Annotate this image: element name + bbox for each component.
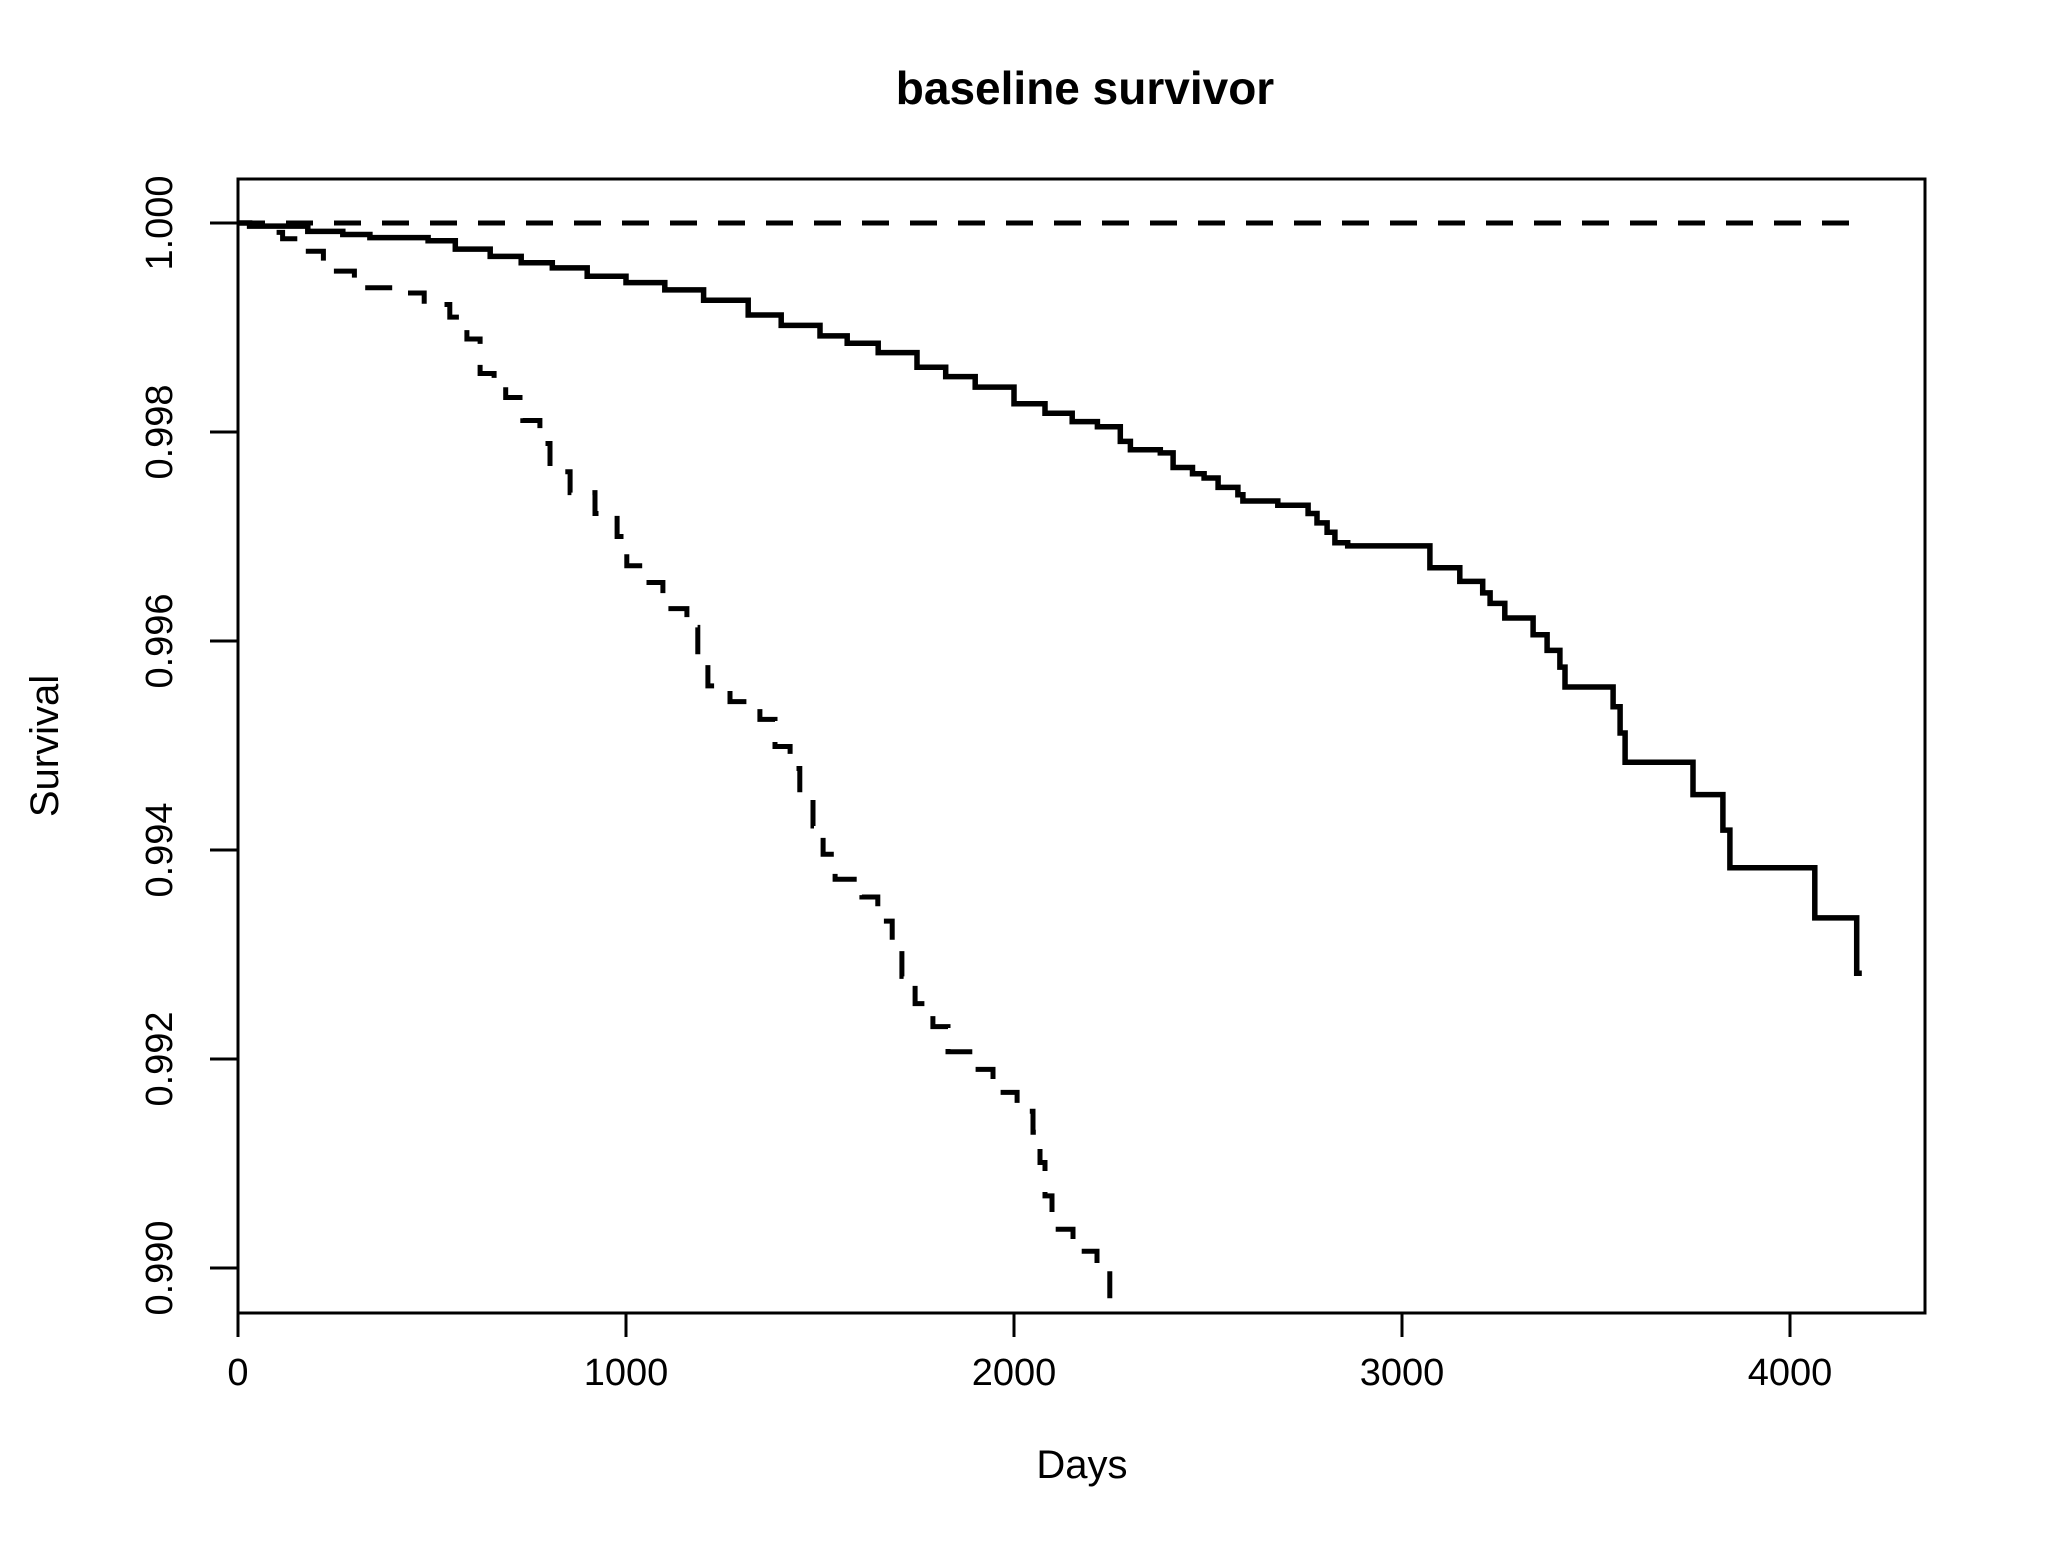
series-survivor-solid xyxy=(238,220,1862,977)
x-tick-label: 2000 xyxy=(972,1352,1057,1394)
x-tick-label: 0 xyxy=(227,1352,248,1394)
x-tick-label: 3000 xyxy=(1360,1352,1445,1394)
y-tick-label: 0.992 xyxy=(139,1011,181,1106)
y-tick-label: 0.996 xyxy=(139,593,181,688)
x-tick-label: 1000 xyxy=(584,1352,669,1394)
x-tick-label: 4000 xyxy=(1748,1352,1833,1394)
y-tick-label: 1.000 xyxy=(139,175,181,270)
chart-title: baseline survivor xyxy=(896,62,1274,114)
y-tick-label: 0.994 xyxy=(139,802,181,897)
y-tick-label: 0.998 xyxy=(139,384,181,479)
series-survivor-dashed xyxy=(238,220,1121,1310)
plot-box xyxy=(236,177,1927,1315)
x-axis-label: Days xyxy=(1036,1443,1127,1487)
y-axis-label: Survival xyxy=(23,675,67,817)
y-tick-label: 0.990 xyxy=(139,1220,181,1315)
